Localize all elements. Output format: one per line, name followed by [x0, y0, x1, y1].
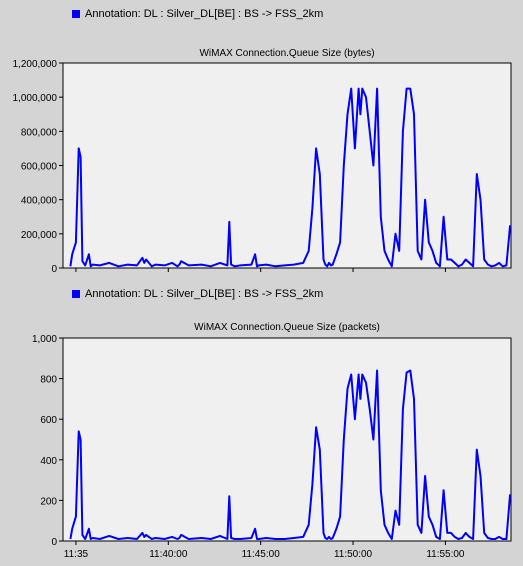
legend-swatch-icon — [72, 290, 80, 298]
chart-2-plot-area — [62, 337, 512, 542]
chart-2-series-line — [69, 369, 512, 540]
chart-2-ytick-label: 800 — [40, 375, 57, 386]
chart-2-xtick-label: 11:40:00 — [149, 549, 188, 560]
chart-1-ytick-label: 600,000 — [21, 162, 58, 173]
chart-2-ytick-label: 0 — [51, 537, 57, 548]
chart-2-ytick-label: 200 — [40, 496, 57, 507]
chart-1-title: WiMAX Connection.Queue Size (bytes) — [199, 48, 375, 59]
chart-2-legend-label: Annotation: DL : Silver_DL[BE] : BS -> F… — [85, 288, 324, 300]
chart-2-xtick-label: 11:50:00 — [334, 549, 373, 560]
chart-2-xtick-label: 11:35 — [64, 549, 89, 560]
chart-1-ytick-label: 1,000,000 — [13, 93, 58, 104]
chart-1-series-line — [69, 87, 512, 268]
chart-2-xtick-label: 11:55:00 — [426, 549, 465, 560]
chart-2-legend: Annotation: DL : Silver_DL[BE] : BS -> F… — [72, 288, 323, 300]
chart-1-ytick-label: 0 — [51, 264, 57, 275]
chart-2-title: WiMAX Connection.Queue Size (packets) — [194, 322, 380, 333]
chart-2-ytick-label: 600 — [40, 415, 57, 426]
chart-1-legend-label: Annotation: DL : Silver_DL[BE] : BS -> F… — [85, 8, 324, 20]
legend-swatch-icon — [72, 10, 80, 18]
chart-2-xtick-label: 11:45:00 — [242, 549, 281, 560]
chart-1-ytick-label: 1,200,000 — [13, 59, 58, 70]
chart-2-ytick-label: 400 — [40, 456, 57, 467]
chart-1-ytick-label: 200,000 — [21, 230, 58, 241]
chart-2-ytick-label: 1,000 — [32, 334, 57, 345]
chart-1-ytick-label: 800,000 — [21, 127, 58, 138]
chart-1-legend: Annotation: DL : Silver_DL[BE] : BS -> F… — [72, 8, 323, 20]
chart-1-ytick-label: 400,000 — [21, 196, 58, 207]
chart-1-plot-area — [62, 62, 512, 269]
